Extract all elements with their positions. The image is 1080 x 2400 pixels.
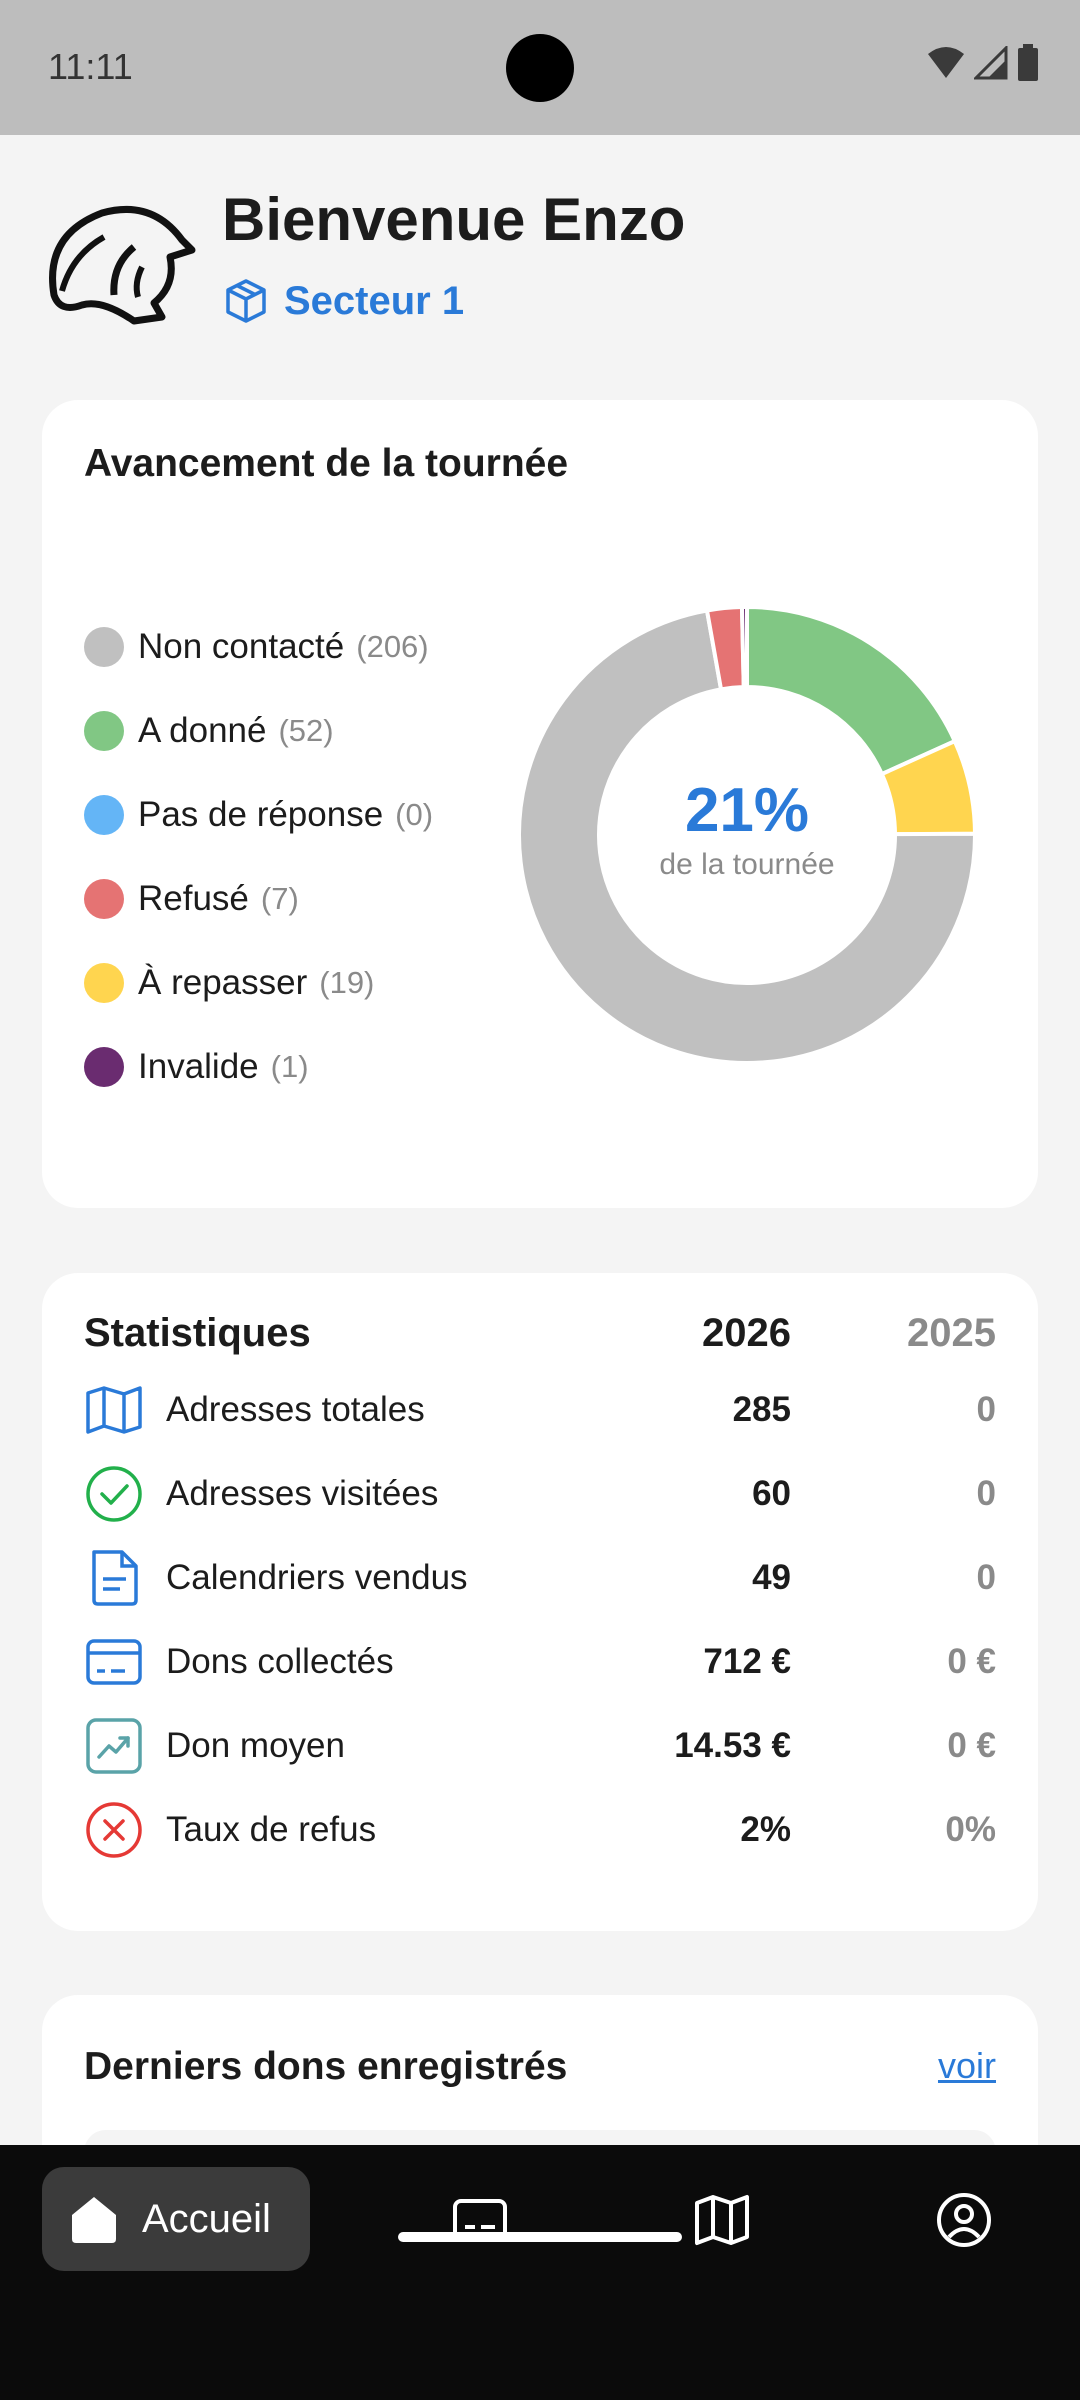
stat-row: Taux de refus 2% 0% xyxy=(84,1788,996,1872)
nav-home-label: Accueil xyxy=(142,2196,271,2241)
statistics-header: Statistiques 2026 2025 xyxy=(84,1311,996,1371)
firefighter-helmet-icon xyxy=(49,206,196,325)
legend-color-dot xyxy=(84,963,124,1003)
legend-label: Pas de réponse xyxy=(138,795,384,834)
legend-count: (1) xyxy=(270,1049,309,1084)
legend-label: À repasser xyxy=(138,963,308,1002)
stat-value-2026: 712 € xyxy=(703,1642,791,1681)
stat-row: Adresses totales 285 0 xyxy=(84,1368,996,1452)
legend-label: Non contacté xyxy=(138,627,345,666)
battery-icon xyxy=(1018,44,1038,81)
stat-value-2026: 14.53 € xyxy=(674,1726,791,1765)
legend-count: (19) xyxy=(319,965,375,1000)
home-indicator xyxy=(398,2232,682,2242)
stat-label: Dons collectés xyxy=(166,1642,394,1681)
legend-label: A donné xyxy=(138,711,267,750)
welcome-title: Bienvenue Enzo xyxy=(222,186,686,253)
sector-label: Secteur 1 xyxy=(222,277,464,325)
legend-item: Refusé (7) xyxy=(84,857,433,941)
statistics-card: Statistiques 2026 2025 Adresses totales 2… xyxy=(42,1273,1038,1931)
progress-percent: 21% xyxy=(684,776,810,845)
stat-value-2026: 285 xyxy=(732,1390,791,1429)
legend-count: (7) xyxy=(260,881,299,916)
see-all-donations-link[interactable]: voir xyxy=(937,2045,996,2086)
nav-map-icon[interactable] xyxy=(693,2191,751,2249)
trend-icon xyxy=(84,1716,144,1776)
last-donations-title: Derniers dons enregistrés xyxy=(84,2045,568,2088)
stat-value-2026: 60 xyxy=(752,1474,791,1513)
donut-slice xyxy=(739,604,749,690)
x-circle-icon xyxy=(84,1800,144,1860)
bottom-navigation: Accueil xyxy=(0,2145,1080,2400)
stat-label: Taux de refus xyxy=(166,1810,377,1849)
stat-row: Dons collectés 712 € 0 € xyxy=(84,1620,996,1704)
progress-donut-chart xyxy=(517,604,978,1065)
legend-label: Invalide xyxy=(138,1047,259,1086)
legend-color-dot xyxy=(84,627,124,667)
year-current: 2026 xyxy=(702,1311,791,1355)
check-circle-icon xyxy=(84,1464,144,1524)
cube-icon xyxy=(226,279,266,323)
map-icon xyxy=(84,1380,144,1440)
camera-cutout xyxy=(506,34,574,102)
wifi-icon xyxy=(928,47,964,78)
credit-card-icon xyxy=(84,1632,144,1692)
stat-value-2025: 0 xyxy=(976,1390,996,1429)
stat-value-2025: 0 € xyxy=(947,1726,996,1765)
home-icon xyxy=(72,2197,116,2243)
legend-color-dot xyxy=(84,1047,124,1087)
status-time: 11:11 xyxy=(48,46,133,87)
status-bar: 11:11 xyxy=(0,0,1080,135)
welcome-header: Bienvenue Enzo Secteur 1 xyxy=(42,185,1042,335)
nav-home-button[interactable]: Accueil xyxy=(42,2167,310,2271)
legend-count: (52) xyxy=(278,713,334,748)
stat-value-2025: 0 € xyxy=(947,1642,996,1681)
legend-count: (206) xyxy=(356,629,429,664)
stat-value-2026: 2% xyxy=(740,1810,791,1849)
stat-row: Adresses visitées 60 0 xyxy=(84,1452,996,1536)
legend-item: Pas de réponse (0) xyxy=(84,773,433,857)
stat-value-2025: 0% xyxy=(945,1810,996,1849)
progress-card: Avancement de la tournée Non contacté (20… xyxy=(42,400,1038,1208)
progress-percent-caption: de la tournée xyxy=(659,848,835,881)
stat-row: Calendriers vendus 49 0 xyxy=(84,1536,996,1620)
signal-icon xyxy=(974,46,1008,80)
statistics-title: Statistiques xyxy=(84,1311,311,1355)
document-icon xyxy=(84,1548,144,1608)
stat-label: Adresses totales xyxy=(166,1390,425,1429)
sector-name: Secteur 1 xyxy=(284,278,465,323)
legend-item: Non contacté (206) xyxy=(84,605,433,689)
stat-value-2025: 0 xyxy=(976,1558,996,1597)
progress-card-title: Avancement de la tournée xyxy=(84,442,569,485)
legend-item: A donné (52) xyxy=(84,689,433,773)
legend-color-dot xyxy=(84,711,124,751)
status-icons xyxy=(926,44,1040,82)
donut-slice xyxy=(745,604,958,777)
stat-label: Don moyen xyxy=(166,1726,345,1765)
year-previous: 2025 xyxy=(907,1311,996,1355)
legend-item: Invalide (1) xyxy=(84,1025,433,1109)
stat-label: Adresses visitées xyxy=(166,1474,439,1513)
legend-count: (0) xyxy=(395,797,434,832)
legend-color-dot xyxy=(84,795,124,835)
legend-item: À repasser (19) xyxy=(84,941,433,1025)
donut-center-label: 21% de la tournée xyxy=(512,780,982,882)
stat-value-2026: 49 xyxy=(752,1558,791,1597)
legend-color-dot xyxy=(84,879,124,919)
progress-legend: Non contacté (206) A donné (52) Pas de répon… xyxy=(84,605,433,1109)
stat-value-2025: 0 xyxy=(976,1474,996,1513)
nav-profile-icon[interactable] xyxy=(935,2191,993,2249)
stat-row: Don moyen 14.53 € 0 € xyxy=(84,1704,996,1788)
donut-slice xyxy=(517,608,978,1065)
stat-label: Calendriers vendus xyxy=(166,1558,468,1597)
legend-label: Refusé xyxy=(138,879,249,918)
